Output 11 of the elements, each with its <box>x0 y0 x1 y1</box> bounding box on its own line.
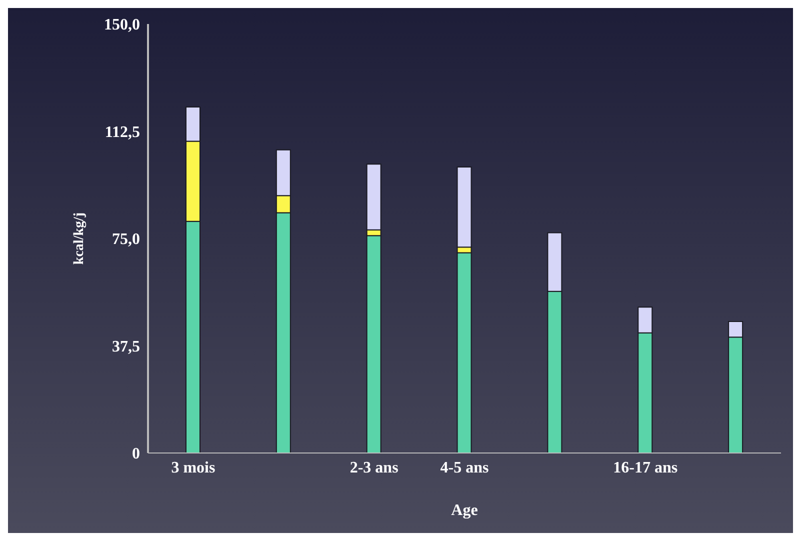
x-tick-label: 4-5 ans <box>440 459 489 476</box>
y-axis-title: kcal/kg/j <box>72 212 87 265</box>
y-tick-label: 75,0 <box>112 231 140 248</box>
y-tick-label: 37,5 <box>112 338 140 356</box>
y-tick-label: 112,5 <box>104 124 140 141</box>
x-tick-label: 2-3 ans <box>350 459 398 476</box>
y-tick-label: 0 <box>132 446 140 463</box>
x-axis-title: Age <box>451 502 478 519</box>
y-tick-label: 150,0 <box>104 16 140 34</box>
x-tick-label: 3 mois <box>171 459 216 476</box>
x-tick-label: 16-17 ans <box>613 459 678 476</box>
